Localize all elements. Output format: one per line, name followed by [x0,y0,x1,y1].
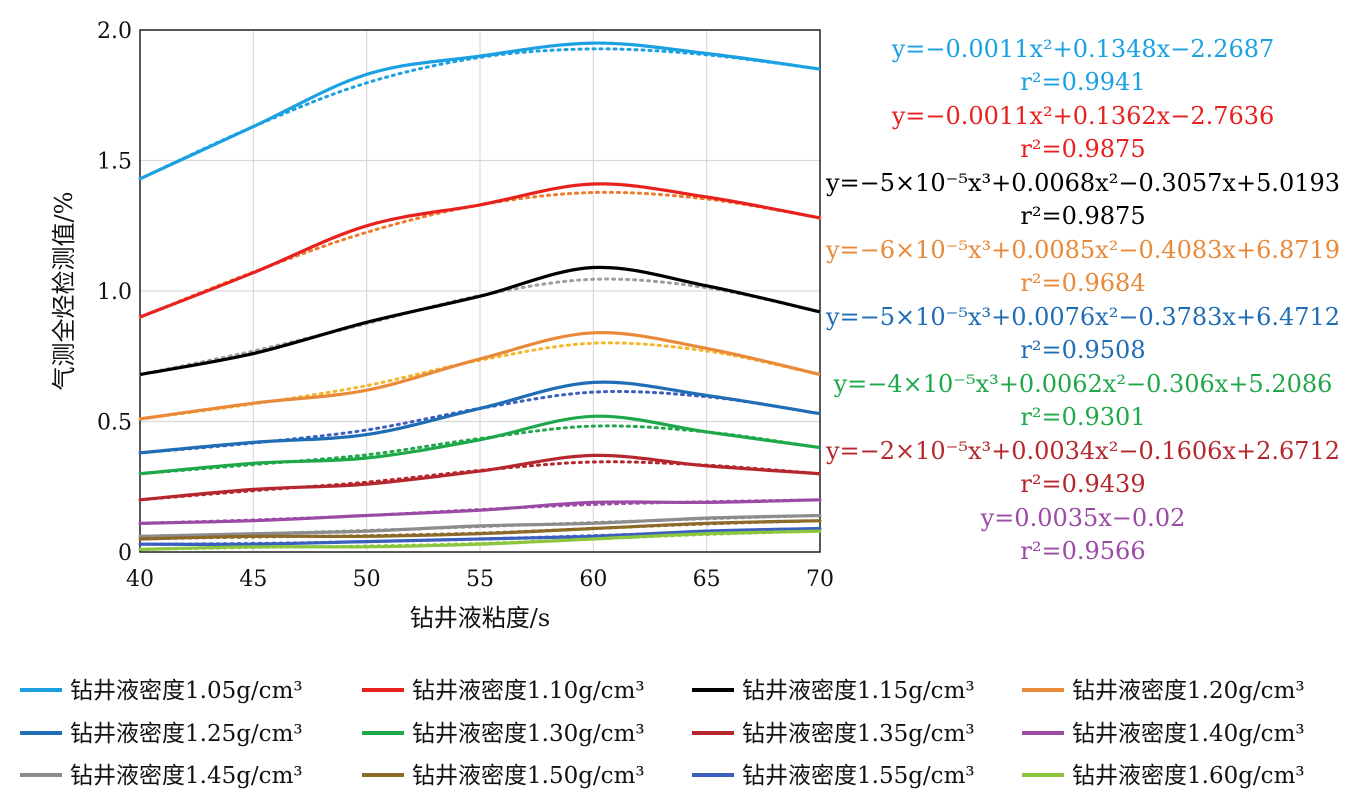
fit-equation: y=0.0035x−0.02 [980,504,1186,532]
legend-label: 钻井液密度1.40g/cm³ [1072,721,1305,747]
legend-label: 钻井液密度1.05g/cm³ [70,678,303,704]
legend-label: 钻井液密度1.15g/cm³ [742,678,975,704]
legend-item: 钻井液密度1.45g/cm³ [20,763,303,789]
y-tick-label: 1.5 [97,150,132,175]
fit-equation: y=−5×10⁻⁵x³+0.0068x²−0.3057x+5.0193 [825,169,1340,197]
fit-r-squared: r²=0.9941 [1020,68,1145,96]
series-line [139,526,821,546]
legend-item: 钻井液密度1.05g/cm³ [20,678,303,704]
legend-item: 钻井液密度1.15g/cm³ [692,678,975,704]
x-tick-label: 70 [806,567,834,592]
legend-label: 钻井液密度1.45g/cm³ [70,763,303,789]
legend-item: 钻井液密度1.50g/cm³ [362,763,645,789]
y-tick-label: 2.0 [97,19,132,44]
legend-label: 钻井液密度1.55g/cm³ [742,763,975,789]
series-line [139,380,821,455]
x-tick-labels: 40 45 50 55 60 65 70 [126,567,834,592]
series-line [139,182,821,319]
y-tick-label: 0 [118,541,132,566]
x-tick-label: 50 [353,567,381,592]
series-line [139,513,821,538]
fit-equation: y=−5×10⁻⁵x³+0.0076x²−0.3783x+6.4712 [825,303,1340,331]
legend-item: 钻井液密度1.55g/cm³ [692,763,975,789]
fit-equation: y=−6×10⁻⁵x³+0.0085x²−0.4083x+6.8719 [825,236,1340,264]
fit-equation: y=−0.0011x²+0.1362x−2.7636 [891,102,1275,130]
series-line [139,331,821,421]
fit-r-squared: r²=0.9508 [1020,336,1145,364]
fit-equations: y=−0.0011x²+0.1348x−2.2687 r²=0.9941 y=−0.… [825,35,1340,565]
x-tick-label: 55 [466,567,494,592]
legend-item: 钻井液密度1.10g/cm³ [362,678,645,704]
legend-label: 钻井液密度1.30g/cm³ [412,721,645,747]
legend-label: 钻井液密度1.10g/cm³ [412,678,645,704]
fit-r-squared: r²=0.9301 [1020,403,1145,431]
legend-label: 钻井液密度1.25g/cm³ [70,721,303,747]
y-tick-label: 1.0 [97,280,132,305]
fit-equation: y=−2×10⁻⁵x³+0.0034x²−0.1606x+2.6712 [825,437,1340,465]
fit-equation: y=−0.0011x²+0.1348x−2.2687 [891,35,1275,63]
fit-r-squared: r²=0.9684 [1020,269,1145,297]
series-lines [139,41,821,551]
x-tick-label: 60 [579,567,607,592]
x-tick-label: 65 [693,567,721,592]
series-line [139,414,821,476]
series-line [139,498,821,525]
legend-label: 钻井液密度1.20g/cm³ [1072,678,1305,704]
legend-label: 钻井液密度1.50g/cm³ [412,763,645,789]
plot-frame [139,29,821,553]
x-tick-label: 40 [126,567,154,592]
legend-label: 钻井液密度1.60g/cm³ [1072,763,1305,789]
fit-r-squared: r²=0.9875 [1020,202,1145,230]
legend-item: 钻井液密度1.35g/cm³ [692,721,975,747]
y-tick-labels: 0 0.5 1.0 1.5 2.0 [97,19,132,566]
legend-item: 钻井液密度1.60g/cm³ [1022,763,1305,789]
fit-r-squared: r²=0.9566 [1020,537,1145,565]
legend: 钻井液密度1.05g/cm³ 钻井液密度1.10g/cm³ 钻井液密度1.15g/c… [20,678,1305,789]
y-tick-label: 0.5 [97,411,132,436]
legend-label: 钻井液密度1.35g/cm³ [742,721,975,747]
series-line [139,529,821,551]
legend-item: 钻井液密度1.20g/cm³ [1022,678,1305,704]
series-line [139,453,821,502]
series-line [139,519,821,541]
legend-item: 钻井液密度1.30g/cm³ [362,721,645,747]
fit-r-squared: r²=0.9875 [1020,135,1145,163]
fit-equation: y=−4×10⁻⁵x³+0.0062x²−0.306x+5.2086 [833,370,1333,398]
legend-item: 钻井液密度1.40g/cm³ [1022,721,1305,747]
fit-r-squared: r²=0.9439 [1020,470,1145,498]
series-line [139,41,821,181]
x-axis-label: 钻井液粘度/s [410,604,550,632]
x-tick-label: 45 [239,567,267,592]
legend-item: 钻井液密度1.25g/cm³ [20,721,303,747]
y-axis-label: 气测全烃检测值/% [50,192,78,391]
series-line [139,265,821,377]
